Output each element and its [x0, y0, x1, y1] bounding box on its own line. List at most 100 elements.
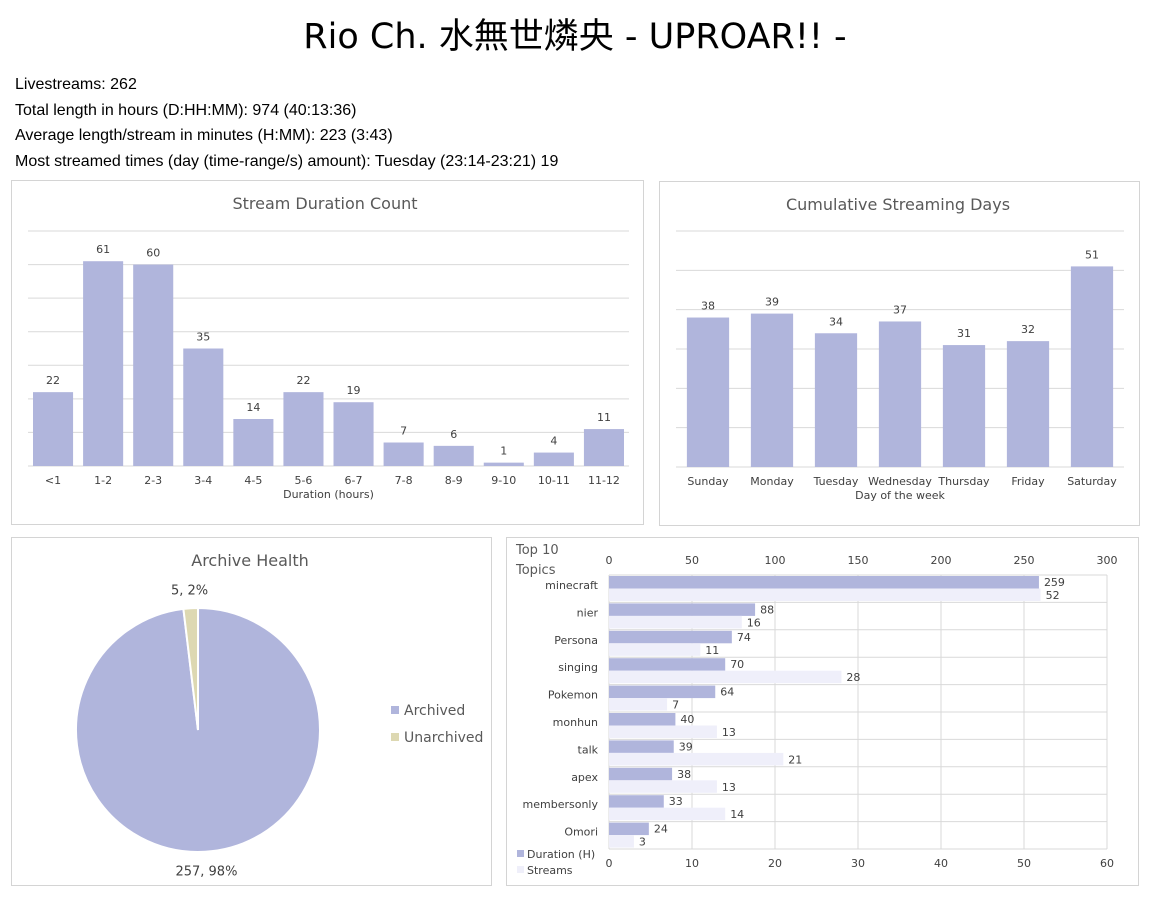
bar-duration — [609, 685, 716, 699]
x-tick-label: 6-7 — [345, 474, 363, 487]
legend-swatch — [517, 866, 524, 873]
stat-average-length: Average length/stream in minutes (H:MM):… — [15, 127, 393, 144]
days-chart-panel: Cumulative Streaming Days 38 Sunday 39 Monda… — [659, 181, 1140, 526]
bar-duration — [609, 603, 756, 616]
x-tick-label: <1 — [45, 474, 61, 487]
data-label: 1 — [500, 445, 507, 458]
bar-streams — [609, 725, 717, 738]
chart-title: Archive Health — [191, 551, 309, 570]
data-label: 39 — [765, 296, 779, 309]
bar — [483, 462, 524, 466]
data-label: 51 — [1085, 248, 1099, 261]
bar — [814, 333, 858, 467]
data-label-duration: 38 — [677, 768, 691, 781]
bar-streams — [609, 698, 668, 711]
x-tick-label: Sunday — [687, 475, 729, 488]
data-label: 32 — [1021, 323, 1035, 336]
pie-data-label: 5, 2% — [171, 583, 208, 598]
top-axis-tick: 50 — [685, 554, 699, 567]
legend-label: Unarchived — [404, 730, 483, 746]
x-tick-label: 4-5 — [244, 474, 262, 487]
bar — [283, 392, 324, 466]
data-label: 4 — [550, 435, 557, 448]
chart-title-line: Topics — [515, 563, 556, 578]
stat-total-length: Total length in hours (D:HH:MM): 974 (40… — [15, 101, 357, 119]
x-tick-label: 11-12 — [588, 474, 620, 487]
data-label: 31 — [957, 327, 971, 340]
data-label: 37 — [893, 303, 907, 316]
data-label-streams: 52 — [1046, 589, 1060, 602]
bar — [433, 445, 474, 466]
data-label-streams: 11 — [705, 644, 719, 657]
data-label: 7 — [400, 425, 407, 438]
bar-duration — [609, 795, 664, 808]
data-label: 60 — [146, 247, 160, 260]
page-title: Rio Ch. 水無世燐央 - UPROAR!! - — [303, 17, 847, 57]
bar — [1006, 341, 1050, 467]
data-label: 6 — [450, 428, 457, 441]
bar — [533, 452, 574, 466]
bar-duration — [609, 767, 673, 781]
bar-duration — [609, 822, 649, 836]
bar — [333, 402, 374, 466]
data-label: 34 — [829, 315, 843, 328]
top-axis-tick: 0 — [606, 554, 613, 567]
category-label: nier — [577, 606, 599, 619]
chart-title-line: Top 10 — [515, 543, 559, 558]
x-tick-label: 1-2 — [94, 474, 112, 487]
data-label-duration: 40 — [680, 713, 694, 726]
bottom-axis-tick: 60 — [1100, 857, 1114, 870]
legend-label: Streams — [527, 864, 573, 877]
data-label-streams: 28 — [846, 671, 860, 684]
bar — [83, 261, 124, 466]
x-tick-label: 7-8 — [395, 474, 413, 487]
data-label-duration: 70 — [730, 658, 744, 671]
chart-title: Stream Duration Count — [232, 194, 417, 213]
bar — [233, 419, 274, 466]
bar — [878, 321, 922, 467]
category-label: Omori — [564, 826, 598, 839]
bar — [1070, 266, 1114, 467]
data-label-streams: 21 — [788, 753, 802, 766]
x-axis-title: Duration (hours) — [283, 488, 374, 501]
stat-most-streamed: Most streamed times (day (time-range/s) … — [15, 152, 559, 170]
data-label: 11 — [597, 411, 611, 424]
legend-label: Archived — [404, 703, 465, 719]
bottom-axis-tick: 50 — [1017, 857, 1031, 870]
archive-health-panel: Archive Health 257, 98% 5, 2% Archived Unarc… — [11, 537, 492, 886]
data-label: 61 — [96, 243, 110, 256]
category-label: Pokemon — [548, 689, 598, 702]
data-label-duration: 74 — [737, 631, 751, 644]
top-axis-tick: 100 — [765, 554, 786, 567]
category-label: apex — [571, 771, 598, 784]
category-label: singing — [558, 661, 598, 674]
top-axis-tick: 250 — [1014, 554, 1035, 567]
data-label: 35 — [196, 331, 210, 344]
bar-duration — [609, 576, 1039, 589]
x-tick-label: Friday — [1011, 475, 1045, 488]
x-tick-label: 2-3 — [144, 474, 162, 487]
x-tick-label: 5-6 — [294, 474, 312, 487]
x-tick-label: 9-10 — [491, 474, 516, 487]
duration-chart-panel: Stream Duration Count 22 <1 61 1-2 60 2-3 35 3-4… — [11, 180, 644, 525]
category-label: Persona — [554, 634, 598, 647]
bar-streams — [609, 807, 726, 821]
data-label: 22 — [296, 374, 310, 387]
data-label-duration: 24 — [654, 823, 668, 836]
x-tick-label: 10-11 — [538, 474, 570, 487]
bar-streams — [609, 835, 634, 848]
pie-data-label: 257, 98% — [175, 865, 237, 880]
data-label-duration: 88 — [760, 603, 774, 616]
bar-streams — [609, 615, 742, 629]
x-tick-label: Saturday — [1067, 475, 1117, 488]
archive-health-chart: Archive Health 257, 98% 5, 2% Archived Unarc… — [75, 551, 483, 880]
data-label: 14 — [246, 401, 260, 414]
topics-chart-panel: Top 10 Topics 0 0 50 10 100 20 150 30 200 40 250 50 30… — [506, 537, 1139, 886]
bottom-axis-tick: 40 — [934, 857, 948, 870]
bar — [133, 264, 174, 466]
data-label-streams: 13 — [722, 726, 736, 739]
x-tick-label: Thursday — [937, 475, 990, 488]
bar — [33, 392, 74, 466]
stats-block: Livestreams: 262 Total length in hours (… — [15, 72, 558, 174]
data-label-streams: 16 — [747, 616, 761, 629]
